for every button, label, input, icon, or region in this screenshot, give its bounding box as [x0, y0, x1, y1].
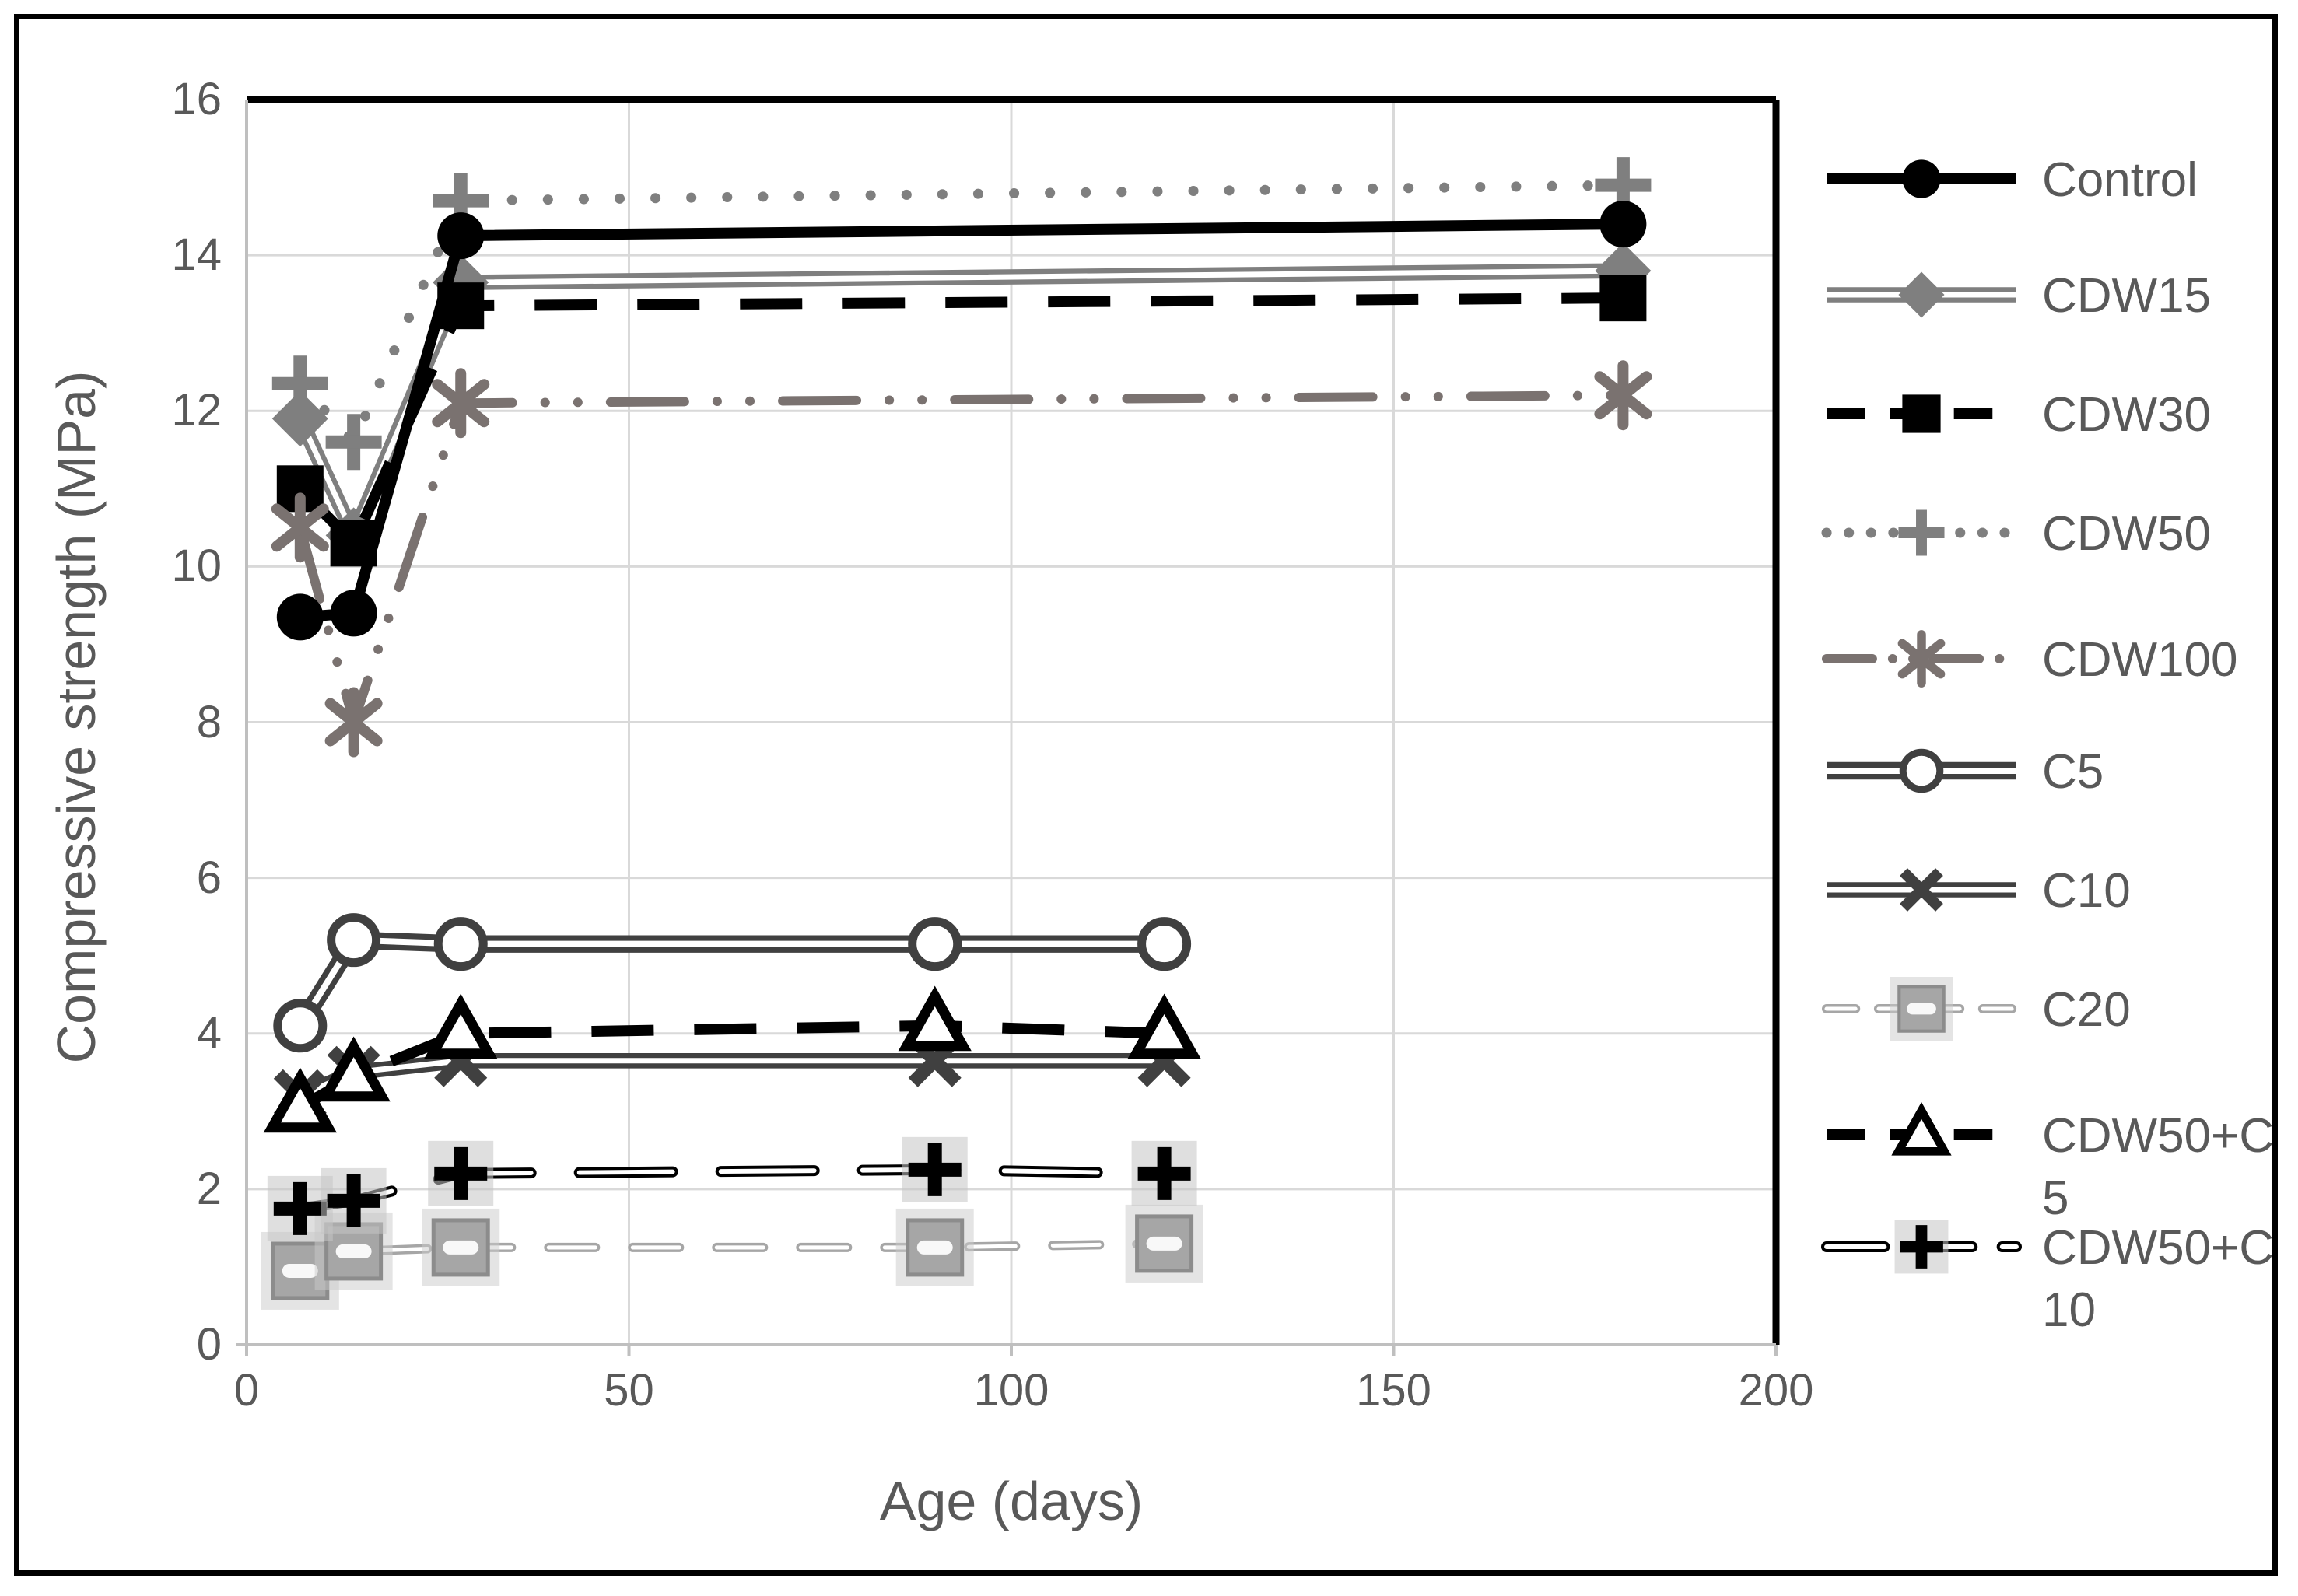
legend-sample-CDW30: [1827, 394, 2016, 433]
x-axis-title: Age (days): [879, 1471, 1144, 1531]
series-C5: [273, 913, 1192, 1053]
legend-label: CDW50+C 5: [2042, 1109, 2275, 1225]
legend-sample-Control: [1827, 159, 2016, 198]
legend-sample-CDW50+C10: [1821, 1220, 2022, 1274]
legend-label: C10: [2042, 864, 2131, 918]
y-tick-label: 6: [196, 852, 222, 903]
series-CDW50+C10: [267, 1136, 1197, 1241]
legend-sample-CDW50+C5: [1827, 1102, 2016, 1156]
y-tick-label: 0: [196, 1319, 222, 1370]
legend-label: CDW15: [2042, 269, 2212, 323]
y-tick-label: 4: [196, 1007, 222, 1059]
x-tick-label: 100: [973, 1365, 1049, 1416]
legend-label: CDW50: [2042, 507, 2212, 561]
series-C20: [261, 1204, 1203, 1310]
y-axis-title: Compressive strength (MPa): [46, 370, 107, 1064]
legend-sample-CDW15: [1827, 271, 2016, 318]
x-tick-label: 50: [604, 1365, 654, 1416]
legend-sample-CDW50: [1821, 509, 2022, 556]
y-tick-label: 14: [171, 229, 222, 281]
x-tick-label: 150: [1356, 1365, 1431, 1416]
legend-sample-CDW100: [1822, 630, 2021, 688]
legend-label: C5: [2042, 745, 2104, 799]
y-tick-label: 12: [171, 385, 222, 436]
legend-sample-C10: [1827, 868, 2016, 912]
x-tick-label: 200: [1738, 1365, 1814, 1416]
series-CDW50+C5: [263, 985, 1201, 1133]
y-tick-label: 10: [171, 541, 222, 592]
legend-label: CDW30: [2042, 388, 2212, 442]
legend-sample-C20: [1822, 977, 2021, 1041]
series-group: [261, 157, 1652, 1310]
legend-sample-C5: [1827, 748, 2016, 793]
y-tick-label: 8: [196, 696, 222, 747]
y-tick-label: 16: [171, 74, 222, 124]
series-Control: [276, 201, 1647, 641]
legend-label: Control: [2042, 153, 2198, 207]
legend-label: CDW100: [2042, 633, 2238, 687]
legend-label: CDW50+C 10: [2042, 1221, 2275, 1337]
x-tick-label: 0: [233, 1365, 260, 1416]
series-CDW100: [271, 360, 1652, 758]
legend-label: C20: [2042, 983, 2131, 1037]
y-tick-label: 2: [196, 1163, 222, 1214]
